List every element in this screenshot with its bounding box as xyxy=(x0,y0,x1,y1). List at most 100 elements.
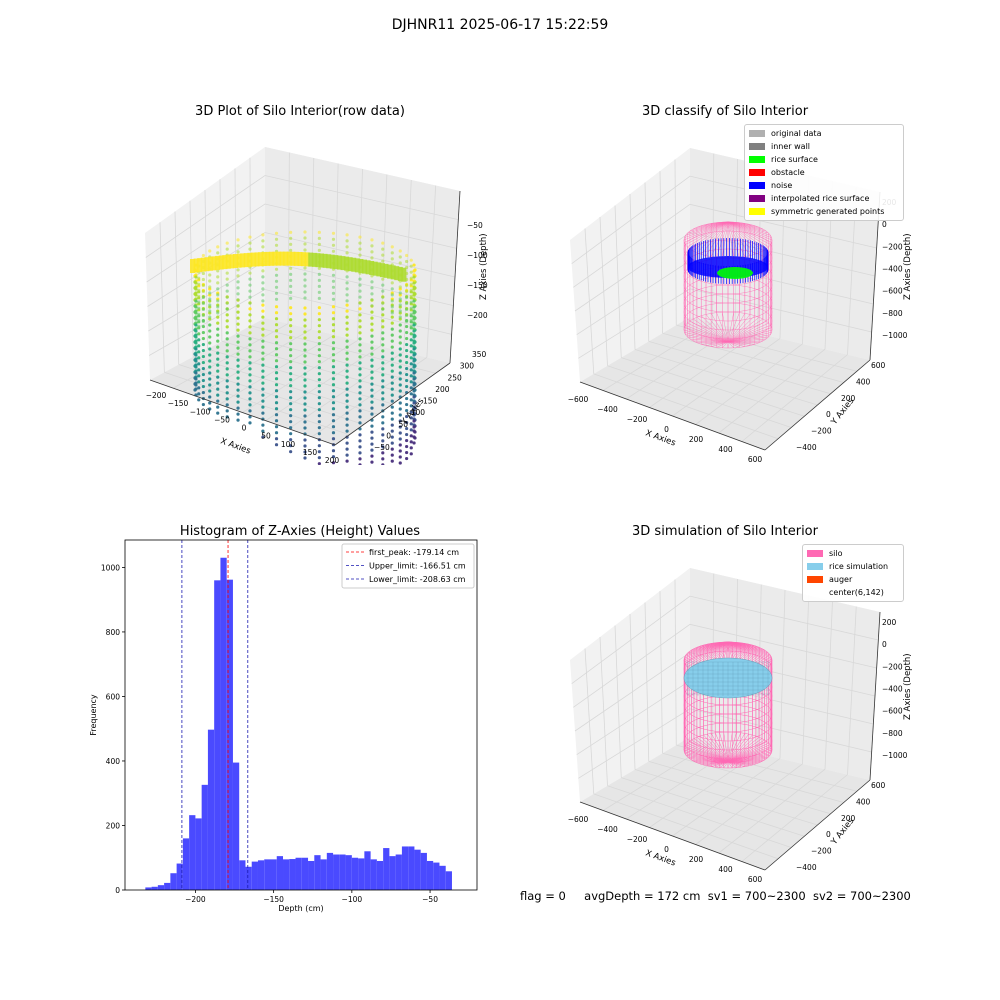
histogram-bar xyxy=(195,818,202,890)
histogram-bar xyxy=(420,852,427,890)
sv1-text: sv1 = 700~2300 xyxy=(707,889,806,903)
tick-label: −600 xyxy=(882,287,903,296)
histogram-bar xyxy=(207,729,215,890)
x-tick-label: −100 xyxy=(342,895,363,904)
tick-label: −150 xyxy=(467,281,488,290)
z-tick-labels: −50 −100 −150 −200 xyxy=(467,221,488,320)
legend-entry: obstacle xyxy=(749,166,899,179)
tick-label: −600 xyxy=(882,707,903,716)
tick-label: 0 xyxy=(242,424,247,433)
histogram-bar xyxy=(214,580,221,890)
tick-label: −200 xyxy=(882,662,903,671)
x-ticks: −200 −150 −100 −50 xyxy=(185,890,438,904)
tick-label: 0 xyxy=(882,640,887,649)
classify-plot-title: 3D classify of Silo Interior xyxy=(641,104,809,119)
flag-text: flag = 0 xyxy=(520,889,566,903)
tick-label: −100 xyxy=(190,407,211,416)
histogram-bar xyxy=(433,862,440,890)
axis-lines xyxy=(149,190,461,446)
legend-entry: silo xyxy=(807,547,899,560)
histogram-bar xyxy=(326,852,334,890)
tick-label: 400 xyxy=(856,377,871,386)
tick-label: −400 xyxy=(882,265,903,274)
tick-label: −200 xyxy=(811,847,832,856)
histogram-bar xyxy=(257,860,265,890)
legend-label: rice simulation xyxy=(829,562,889,571)
histogram-bar xyxy=(239,860,246,890)
histogram-bar xyxy=(164,882,171,890)
tick-label: 200 xyxy=(325,456,340,465)
histogram-bar xyxy=(264,859,271,890)
x-axis-label: X Axies xyxy=(219,436,252,456)
tick-label: 150 xyxy=(303,448,318,457)
histogram-bar xyxy=(145,887,152,890)
histogram-bar xyxy=(383,848,390,890)
histogram-bar xyxy=(414,849,421,890)
tick-label: −150 xyxy=(168,399,189,408)
legend-entry: rice surface xyxy=(749,153,899,166)
classify-legend: original data inner wall rice surface obsta… xyxy=(744,124,904,221)
tick-label: 600 xyxy=(748,455,763,464)
tick-label: −600 xyxy=(568,815,589,824)
x-tick-labels: −600 −400 −200 0 200 400 600 xyxy=(568,815,763,884)
legend-label: silo xyxy=(829,549,843,558)
figure-title: DJHNR11 2025-06-17 15:22:59 xyxy=(391,17,609,33)
tick-label: 0 xyxy=(386,431,391,440)
legend-label: obstacle xyxy=(771,168,805,177)
histogram-bar xyxy=(157,885,165,890)
histogram-bar xyxy=(289,859,296,890)
tick-label: 250 xyxy=(448,373,463,382)
legend-label: interpolated rice surface xyxy=(771,194,870,203)
simulation-plot-title: 3D simulation of Silo Interior xyxy=(632,524,818,539)
histogram-bar xyxy=(295,857,302,890)
legend-label: inner wall xyxy=(771,142,811,151)
histogram-bar xyxy=(389,856,396,890)
y-axis-label: Frequency xyxy=(89,694,98,736)
legend-entry: inner wall xyxy=(749,140,899,153)
tick-label: −100 xyxy=(467,251,488,260)
x-axis-label: X Axies xyxy=(644,428,677,448)
histogram-bar xyxy=(439,865,446,890)
axis-lines xyxy=(579,611,881,871)
plot-frame xyxy=(124,539,478,891)
histogram-bar xyxy=(232,762,240,890)
tick-label: −1000 xyxy=(882,751,908,760)
legend-swatch xyxy=(807,576,823,583)
tick-label: −200 xyxy=(627,415,648,424)
histogram-bar xyxy=(351,857,359,890)
legend-label: rice surface xyxy=(771,155,818,164)
histogram-bar xyxy=(345,855,352,890)
legend-swatch xyxy=(749,195,765,202)
tick-label: −400 xyxy=(597,405,618,414)
histogram-bar xyxy=(358,858,365,890)
legend-swatch xyxy=(749,156,765,163)
tick-label: 100 xyxy=(411,408,426,417)
reference-lines xyxy=(181,540,249,890)
x-axis-label: X Axies xyxy=(644,848,677,868)
legend-swatch xyxy=(749,182,765,189)
x-axis-label: Depth (cm) xyxy=(278,904,323,913)
tick-label: −50 xyxy=(467,221,483,230)
tick-label: 200 xyxy=(689,435,704,444)
tick-label: 0 xyxy=(664,425,669,434)
legend-label: center(6,142) xyxy=(829,588,884,597)
tick-label: 350 xyxy=(472,350,487,359)
histogram-bar xyxy=(333,854,340,890)
tick-label: −400 xyxy=(796,443,817,452)
tick-label: 0 xyxy=(826,410,831,419)
tick-label: −200 xyxy=(882,242,903,251)
tick-label: 600 xyxy=(871,361,886,370)
histogram-bar xyxy=(395,854,402,890)
legend-entry: center(6,142) xyxy=(807,586,899,599)
tick-label: 150 xyxy=(423,397,438,406)
tick-label: −200 xyxy=(627,835,648,844)
status-footer: flag = 0 avgDepth = 172 cm sv1 = 700~230… xyxy=(520,889,911,903)
tick-label: 100 xyxy=(281,440,296,449)
legend-label: noise xyxy=(771,181,793,190)
rice-simulation-surface xyxy=(683,657,773,699)
raw-scatter-points xyxy=(190,230,417,465)
histogram-bar xyxy=(339,854,346,890)
